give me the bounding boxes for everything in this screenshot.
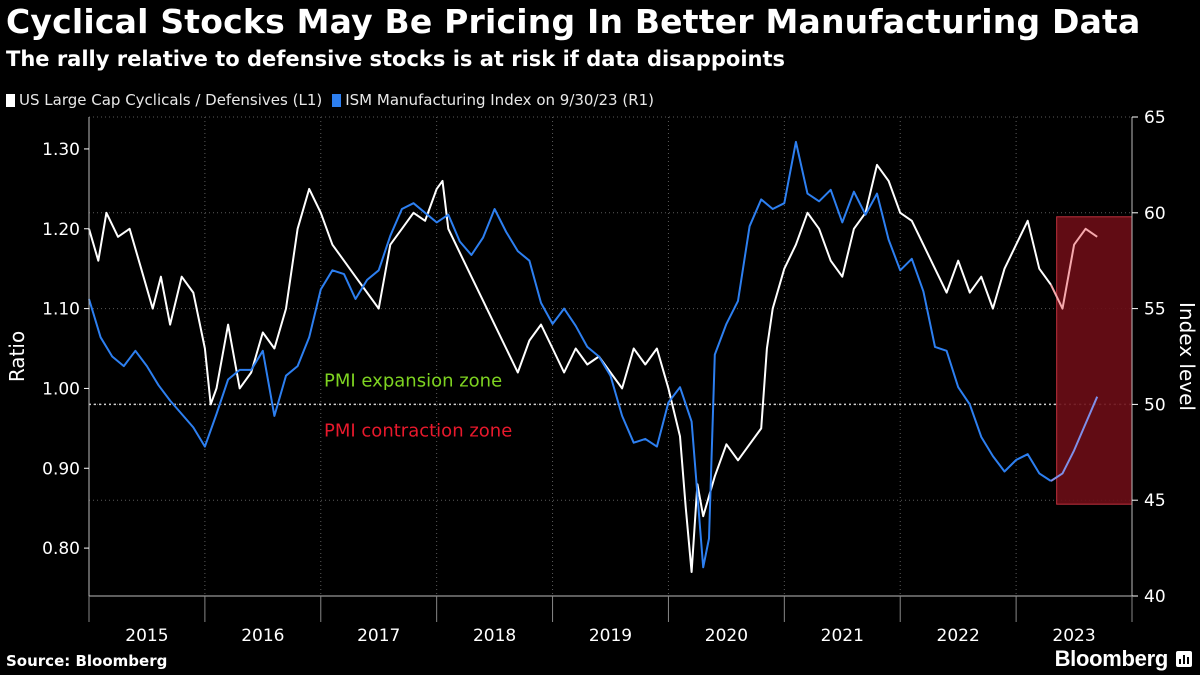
right-axis-tick-label: 50 — [1144, 395, 1166, 415]
x-axis-tick-label: 2018 — [473, 626, 516, 646]
legend-label-ism: ISM Manufacturing Index on 9/30/23 (R1) — [345, 91, 655, 109]
bloomberg-logo: Bloomberg — [1054, 646, 1169, 671]
bloomberg-chart-icon — [1176, 651, 1192, 667]
zone-label-contraction: PMI contraction zone — [324, 420, 512, 441]
chart-subtitle: The rally relative to defensive stocks i… — [6, 47, 786, 71]
x-axis-tick-label: 2023 — [1052, 626, 1095, 646]
x-axis-tick-label: 2015 — [125, 626, 168, 646]
right-axis-tick-label: 55 — [1144, 300, 1166, 320]
x-axis-tick-label: 2016 — [241, 626, 284, 646]
left-axis-tick-label: 0.90 — [42, 459, 80, 479]
left-axis-tick-label: 1.30 — [42, 140, 80, 160]
chart-title: Cyclical Stocks May Be Pricing In Better… — [6, 2, 1141, 41]
left-axis-tick-label: 1.00 — [42, 379, 80, 399]
right-axis-tick-label: 60 — [1144, 204, 1166, 224]
x-axis-tick-label: 2017 — [357, 626, 400, 646]
series-line-ism-highlight — [1050, 396, 1099, 482]
legend-swatch-cyclicals — [6, 93, 15, 107]
series-line-ism — [88, 140, 1052, 569]
x-axis-tick-label: 2019 — [589, 626, 632, 646]
zone-label-expansion: PMI expansion zone — [324, 370, 502, 391]
left-axis-label: Ratio — [5, 331, 29, 382]
x-axis-tick-label: 2022 — [937, 626, 980, 646]
legend-item-ism: ISM Manufacturing Index on 9/30/23 (R1) — [332, 91, 654, 109]
legend-swatch-ism — [332, 93, 342, 107]
left-axis-tick-label: 0.80 — [42, 539, 80, 559]
left-axis-tick-label: 1.10 — [42, 300, 80, 320]
right-axis-tick-label: 45 — [1144, 491, 1166, 511]
legend-item-cyclicals: US Large Cap Cyclicals / Defensives (L1) — [6, 91, 322, 109]
x-axis-tick-label: 2021 — [821, 626, 864, 646]
right-axis-tick-label: 65 — [1144, 108, 1166, 128]
chart-legend: US Large Cap Cyclicals / Defensives (L1)… — [6, 91, 664, 109]
left-axis-tick-label: 1.20 — [42, 220, 80, 240]
source-note: Source: Bloomberg — [6, 652, 168, 670]
right-axis-label: Index level — [1175, 302, 1199, 411]
series-line-cyclicals-highlight — [1050, 227, 1098, 310]
x-axis-tick-label: 2020 — [705, 626, 748, 646]
right-axis-tick-label: 40 — [1144, 587, 1166, 607]
series-line-cyclicals — [88, 163, 1052, 573]
legend-label-cyclicals: US Large Cap Cyclicals / Defensives (L1) — [19, 91, 323, 109]
